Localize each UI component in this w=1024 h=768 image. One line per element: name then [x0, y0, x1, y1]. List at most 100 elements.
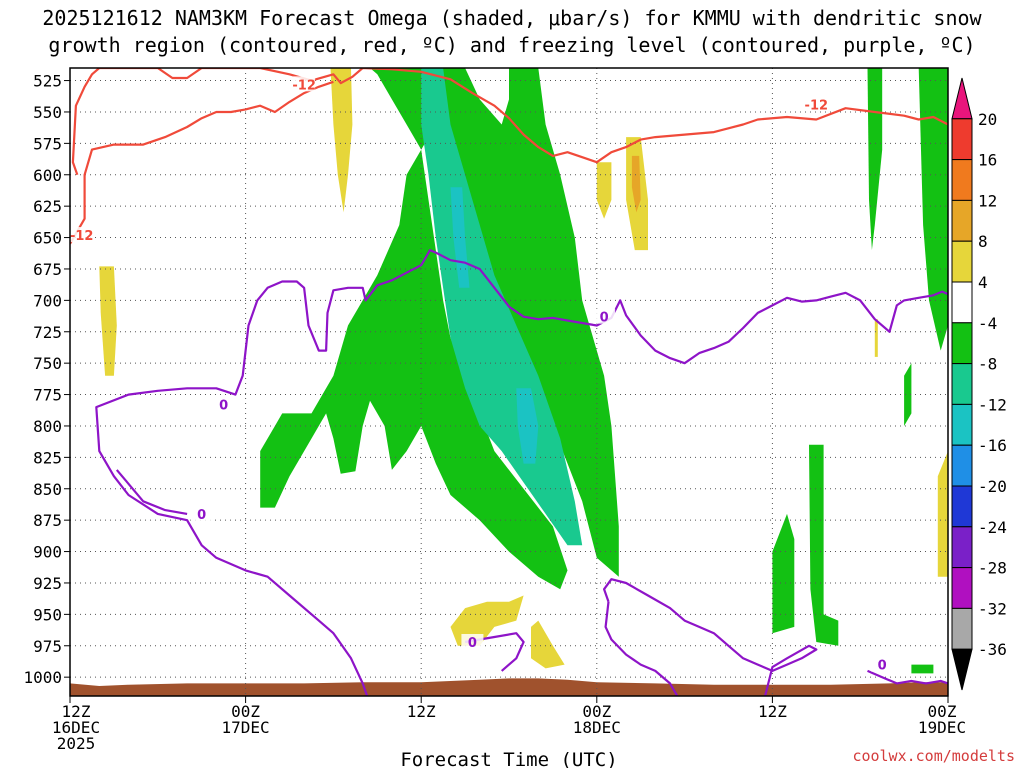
contour-label-dendritic-minus12-isotherm-0: -12	[292, 78, 316, 93]
contour-label-freezing-level-0c-2: 0	[600, 311, 609, 326]
contour-freezing-level-0c-surface-right	[604, 601, 679, 696]
colorbar-bin-11	[951, 526, 973, 569]
y-tick-label-975: 975	[33, 637, 62, 656]
colorbar-bin-14	[951, 648, 973, 691]
contour-lines	[70, 68, 948, 696]
x-tick-label-0-3: 2025	[57, 734, 96, 753]
contour-label-bg-freezing-level-0c-low-left-0	[190, 505, 213, 521]
x-tick-label-0-2: 16DEC	[52, 718, 100, 737]
shaded-region-sinking-motion-right-edge	[937, 451, 948, 577]
colorbar-label-13: -36	[978, 640, 1007, 659]
colorbar-label-8: -16	[978, 436, 1007, 455]
shaded-region-sinking-motion-lower-2	[531, 620, 565, 669]
credit-text: coolwx.com/modelts	[852, 747, 1015, 765]
chart-title-line2: growth region (contoured, red, ºC) and f…	[48, 33, 975, 57]
x-tick-label-24-1: 12Z	[407, 702, 436, 721]
contour-freezing-level-0c-low-left	[115, 469, 188, 515]
y-tick-label-775: 775	[33, 386, 62, 405]
x-tick-label-60-1: 00Z	[928, 702, 957, 721]
shaded-region-sinking-motion-upper-left	[330, 68, 353, 213]
colorbar-bin-8	[951, 403, 973, 446]
y-tick-label-925: 925	[33, 574, 62, 593]
y-tick-label-525: 525	[33, 72, 62, 91]
x-tick-label-36-1: 00Z	[582, 702, 611, 721]
contour-label-freezing-level-0c-0: 0	[219, 399, 228, 414]
shaded-region-sinking-motion-left	[99, 266, 117, 376]
contour-freezing-level-0c-lower	[464, 632, 525, 672]
y-tick-label-575: 575	[33, 134, 62, 153]
y-tick-label-750: 750	[33, 354, 62, 373]
shaded-region-upward-motion-main	[260, 68, 619, 590]
x-tick-label-48-1: 12Z	[758, 702, 787, 721]
colorbar-label-6: -8	[978, 355, 997, 374]
x-tick-label-36-2: 18DEC	[573, 718, 621, 737]
y-tick-label-650: 650	[33, 229, 62, 248]
colorbar-bin-6	[951, 322, 973, 365]
contour-freezing-level-0c-bottom-right	[602, 578, 818, 696]
contour-label-bg-dendritic-minus12-isotherm-0	[293, 76, 316, 92]
y-tick-label-850: 850	[33, 480, 62, 499]
colorbar-bin-5	[951, 281, 973, 324]
omega-shading	[99, 68, 948, 674]
colorbar-label-2: 12	[978, 191, 997, 210]
colorbar-label-11: -28	[978, 559, 1007, 578]
y-tick-label-950: 950	[33, 605, 62, 624]
x-tick-label-0-1: 12Z	[62, 702, 91, 721]
contour-label-bg-dendritic-minus12-isotherm-2	[70, 227, 93, 243]
plot-border	[69, 67, 949, 697]
colorbar-label-10: -24	[978, 518, 1007, 537]
colorbar-bin-13	[951, 607, 973, 650]
shaded-region-sinking-motion-upper-mid-2	[596, 162, 612, 219]
x-tick-label-60-2: 19DEC	[918, 718, 966, 737]
chart-title-line1: 2025121612 NAM3KM Forecast Omega (shaded…	[42, 6, 982, 30]
y-tick-label-550: 550	[33, 103, 62, 122]
y-tick-label-600: 600	[33, 166, 62, 185]
colorbar-label-3: 8	[978, 232, 988, 251]
shaded-region-upward-motion-low-right	[772, 513, 795, 634]
plot-frame	[69, 67, 949, 697]
contour-label-bg-freezing-level-0c-0	[212, 396, 235, 412]
x-tick-label-12-1: 00Z	[231, 702, 260, 721]
colorbar-label-7: -12	[978, 395, 1007, 414]
contour-label-bg-dendritic-minus12-isotherm-1	[805, 96, 828, 112]
contour-label-bg-freezing-level-0c-2	[593, 308, 616, 324]
shaded-region-sinking-motion-small-right	[874, 319, 878, 357]
shaded-region-upward-motion-strong-pocket-2	[516, 388, 539, 464]
x-axis-label: Forecast Time (UTC)	[400, 749, 617, 768]
y-tick-label-900: 900	[33, 543, 62, 562]
shaded-region-upward-motion-small-right	[904, 363, 912, 426]
shaded-region-upward-motion-right-edge	[867, 68, 883, 251]
y-tick-label-825: 825	[33, 448, 62, 467]
y-tick-label-800: 800	[33, 417, 62, 436]
colorbar-label-5: -4	[978, 314, 997, 333]
contour-label-dendritic-minus12-isotherm-2: -12	[70, 229, 94, 244]
colorbar-label-9: -20	[978, 477, 1007, 496]
colorbar-label-0: 20	[978, 110, 997, 129]
contour-label-bg-freezing-level-0c-3	[871, 656, 894, 672]
contour-dendritic-minus12-isotherm-lower	[70, 80, 334, 245]
colorbar-bin-0	[951, 77, 973, 120]
y-tick-label-725: 725	[33, 323, 62, 342]
colorbar-bin-10	[951, 485, 973, 528]
shaded-region-upward-motion-low-right-2	[809, 444, 839, 646]
contour-label-bg-freezing-level-0c-1	[461, 633, 484, 649]
contour-freezing-level-0c	[95, 249, 948, 696]
shaded-region-sinking-motion-mid-core	[631, 155, 641, 213]
colorbar: 20 16 12 8 4 -4 -8 -12 -16 -20 -24 -28 -32 -36	[951, 77, 1007, 691]
contour-dendritic-minus12-isotherm	[71, 68, 948, 176]
y-tick-label-675: 675	[33, 260, 62, 279]
colorbar-bin-7	[951, 363, 973, 405]
y-axis-ticks: 525 550 575 600 625 650 675 700 725 750 775 800 825 8…	[23, 72, 70, 687]
colorbar-bin-1	[951, 118, 973, 161]
colorbar-bin-12	[951, 567, 973, 609]
shaded-region-upward-motion-near-surface	[911, 664, 934, 674]
contour-label-freezing-level-0c-1: 0	[468, 636, 477, 651]
colorbar-label-1: 16	[978, 151, 997, 170]
terrain-layer	[70, 678, 948, 696]
y-tick-label-875: 875	[33, 511, 62, 530]
shaded-region-sinking-motion-lower	[450, 595, 524, 646]
colorbar-bin-3	[951, 199, 973, 242]
colorbar-label-4: 4	[978, 273, 988, 292]
colorbar-bin-4	[951, 240, 973, 283]
colorbar-bin-2	[951, 159, 973, 201]
